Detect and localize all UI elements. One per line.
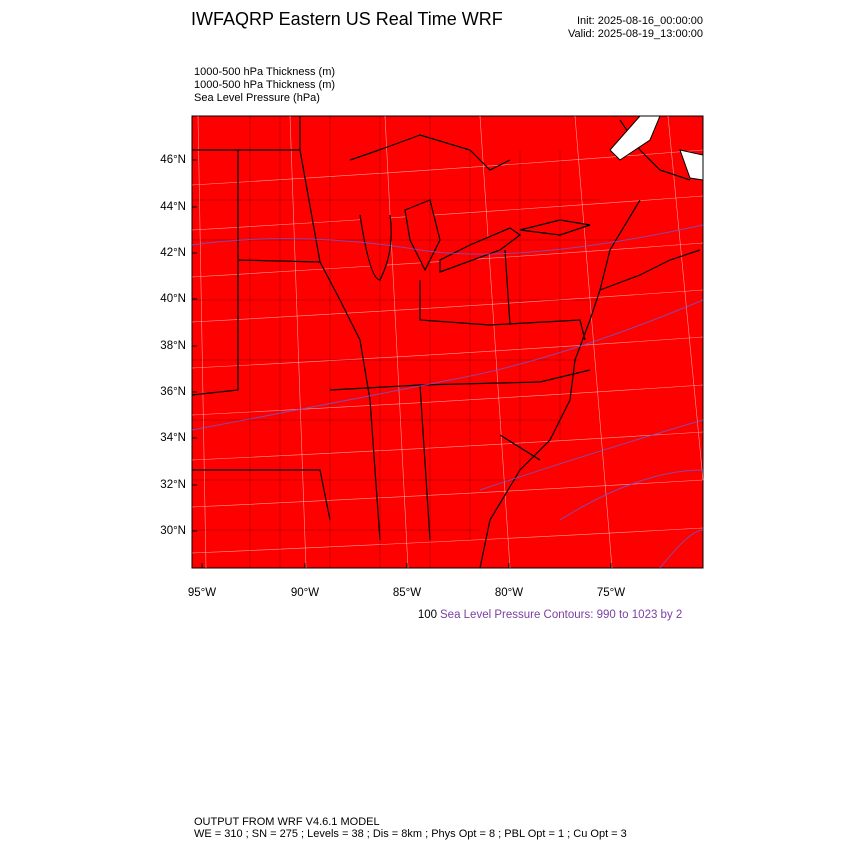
lat-label: 44°N <box>160 201 186 213</box>
init-time: Init: 2025-08-16_00:00:00 <box>577 15 703 27</box>
lon-label: 85°W <box>393 587 421 599</box>
title: IWFAQRP Eastern US Real Time WRF <box>191 9 503 29</box>
contour-note: Sea Level Pressure Contours: 990 to 1023… <box>440 609 682 621</box>
lat-label: 38°N <box>160 340 186 352</box>
pressure-contours <box>191 224 704 569</box>
lat-label: 34°N <box>160 432 186 444</box>
lat-label: 40°N <box>160 293 186 305</box>
map-frame <box>191 115 704 569</box>
field-label: Sea Level Pressure (hPa) <box>194 92 320 104</box>
field-label: 1000-500 hPa Thickness (m) <box>194 79 335 91</box>
lon-label: 90°W <box>291 587 319 599</box>
field-label: 1000-500 hPa Thickness (m) <box>194 66 335 78</box>
contour-prefix: 100 <box>418 609 437 621</box>
lat-label: 42°N <box>160 247 186 259</box>
county-borders <box>192 116 620 568</box>
lat-label: 36°N <box>160 386 186 398</box>
lat-label: 30°N <box>160 525 186 537</box>
footer-line: OUTPUT FROM WRF V4.6.1 MODEL <box>194 816 380 828</box>
missing-data <box>609 115 704 181</box>
lon-label: 95°W <box>188 587 216 599</box>
footer-line: WE = 310 ; SN = 275 ; Levels = 38 ; Dis … <box>194 828 627 840</box>
lat-label: 32°N <box>160 479 186 491</box>
lat-label: 46°N <box>160 154 186 166</box>
map <box>191 115 704 569</box>
lon-label: 75°W <box>597 587 625 599</box>
lon-label: 80°W <box>495 587 523 599</box>
valid-time: Valid: 2025-08-19_13:00:00 <box>568 28 703 40</box>
